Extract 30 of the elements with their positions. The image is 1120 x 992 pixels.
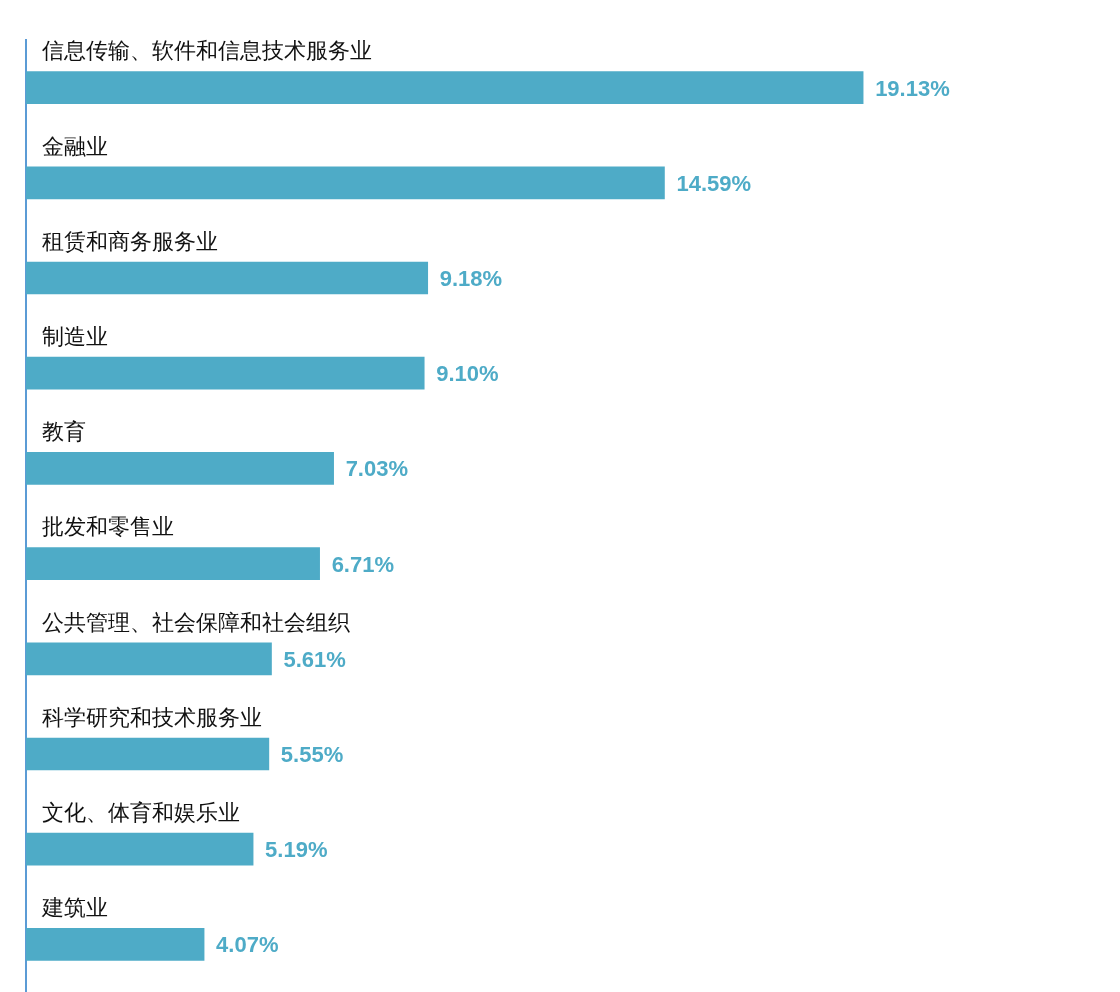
y-tick-label: 信息传输、软件和信息技术服务业	[42, 38, 372, 64]
bar	[26, 928, 205, 961]
y-tick-label: 科学研究和技术服务业	[42, 704, 262, 730]
data-label: 6.71%	[331, 551, 395, 577]
y-tick-label: 制造业	[42, 323, 108, 349]
bar	[26, 71, 864, 104]
y-tick-label: 教育	[42, 419, 86, 445]
bar	[26, 642, 272, 676]
y-tick-label: 文化、体育和娱乐业	[42, 799, 240, 825]
bar	[26, 452, 334, 485]
y-tick-label: 批发和零售业	[42, 514, 174, 540]
y-tick-label: 金融业	[42, 133, 108, 159]
y-tick-label: 公共管理、社会保障和社会组织	[42, 609, 350, 635]
bar	[26, 166, 665, 200]
bar	[26, 261, 429, 295]
bar	[26, 356, 425, 390]
data-label: 9.18%	[439, 266, 503, 292]
bar	[26, 737, 270, 771]
data-label: 9.10%	[436, 361, 499, 387]
data-label: 7.03%	[345, 456, 409, 482]
data-label: 4.07%	[216, 932, 279, 958]
bar	[26, 832, 254, 866]
y-tick-label: 建筑业	[41, 895, 108, 921]
data-label: 19.13%	[875, 75, 950, 101]
bar	[26, 547, 320, 580]
data-label: 5.55%	[280, 742, 344, 768]
data-label: 5.19%	[265, 837, 328, 863]
data-label: 5.61%	[283, 646, 346, 672]
data-label: 14.59%	[676, 170, 752, 196]
y-tick-label: 租赁和商务服务业	[42, 228, 218, 254]
